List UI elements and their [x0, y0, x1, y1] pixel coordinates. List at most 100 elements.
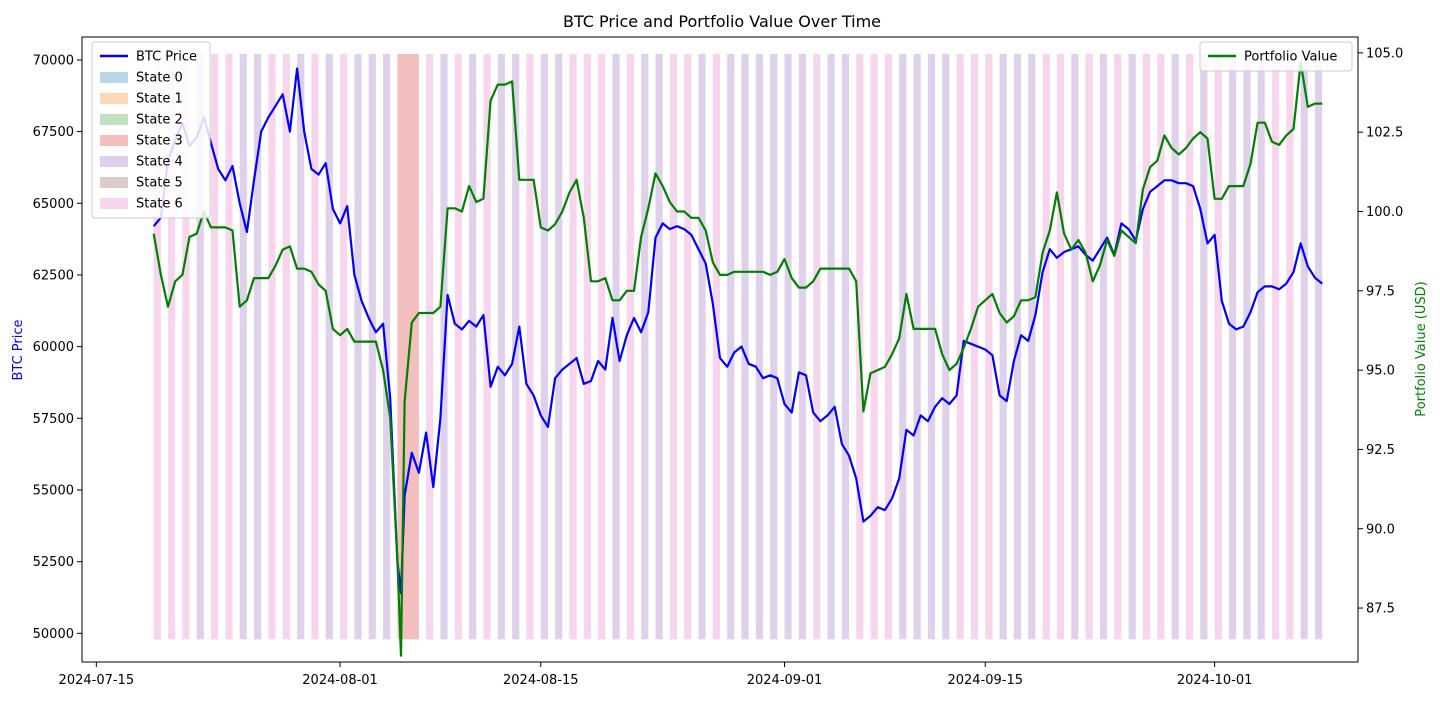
- state-band: [426, 53, 434, 640]
- state-band: [583, 53, 591, 640]
- legend-swatch: [100, 114, 128, 125]
- state-band: [1286, 53, 1294, 640]
- state-band: [827, 53, 835, 640]
- state-band: [598, 53, 606, 640]
- legend-label: State 3: [136, 134, 183, 149]
- state-band: [913, 53, 921, 640]
- state-band: [1157, 53, 1165, 640]
- state-band: [383, 53, 391, 640]
- chart-title: BTC Price and Portfolio Value Over Time: [563, 12, 881, 31]
- state-band: [1314, 53, 1323, 640]
- state-band: [239, 53, 247, 640]
- y-tick-label-right: 90.0: [1366, 522, 1395, 537]
- y-tick-label-left: 60000: [33, 340, 74, 355]
- legend-left: BTC Price State 0 State 1 State 2 State 3 Sta…: [91, 41, 211, 219]
- state-band: [211, 53, 219, 640]
- legend-swatch: [100, 72, 128, 83]
- y-tick-label-left: 65000: [33, 197, 74, 212]
- legend-swatch: [100, 177, 128, 188]
- state-band: [798, 53, 807, 640]
- legend-box: [91, 41, 211, 219]
- state-band: [741, 53, 749, 640]
- y-tick-label-right: 87.5: [1366, 602, 1395, 617]
- axes: 2024-07-15 2024-08-01 2024-08-15 2024-09-01…: [33, 46, 1404, 688]
- x-tick-label: 2024-07-15: [59, 673, 135, 688]
- y-tick-label-left: 67500: [33, 125, 74, 140]
- state-band: [1300, 53, 1308, 640]
- state-band: [927, 53, 936, 640]
- state-band: [1056, 53, 1065, 640]
- state-band: [942, 53, 950, 640]
- legend-label: BTC Price: [136, 50, 197, 65]
- legend-swatch: [100, 198, 128, 209]
- state-band: [182, 53, 190, 640]
- y-tick-label-right: 95.0: [1366, 364, 1395, 379]
- legend-swatch: [100, 93, 128, 104]
- plot-frame: [81, 36, 1359, 663]
- state-band: [1271, 53, 1280, 640]
- state-band: [1185, 53, 1194, 640]
- state-band: [684, 53, 692, 640]
- state-band: [526, 53, 534, 640]
- legend-label: State 1: [136, 92, 183, 107]
- state-band: [698, 53, 706, 640]
- state-band: [784, 53, 792, 640]
- state-band: [727, 53, 735, 640]
- state-band: [612, 53, 620, 640]
- y-tick-label-left: 50000: [33, 627, 74, 642]
- state-band: [311, 53, 319, 640]
- state-band: [899, 53, 907, 640]
- portfolio-value-line: [152, 61, 1323, 657]
- state-band: [712, 53, 720, 640]
- btc-price-line: [152, 67, 1323, 595]
- y-axis-label-right: Portfolio Value (USD): [1414, 281, 1429, 416]
- state-band: [168, 53, 176, 640]
- state-band: [770, 53, 778, 640]
- state-band: [870, 53, 878, 640]
- legend-label: Portfolio Value: [1244, 50, 1337, 65]
- x-tick-label: 2024-09-01: [747, 673, 823, 688]
- state-band: [884, 53, 893, 640]
- state-band: [469, 53, 477, 640]
- state-band: [196, 53, 204, 640]
- y-tick-label-right: 102.5: [1366, 126, 1403, 141]
- legend-swatch: [100, 135, 128, 146]
- legend-label: State 4: [136, 155, 183, 170]
- state-band: [1099, 53, 1108, 640]
- state-band: [325, 53, 333, 640]
- state-band: [1028, 53, 1036, 640]
- state-band: [1171, 53, 1179, 640]
- state-band: [569, 53, 577, 640]
- state-band: [956, 53, 964, 640]
- state-band: [540, 53, 548, 640]
- legend-label: State 5: [136, 176, 183, 191]
- state-band: [970, 53, 979, 640]
- y-tick-label-left: 62500: [33, 268, 74, 283]
- legend-label: State 6: [136, 197, 183, 212]
- state-band: [354, 53, 362, 640]
- y-tick-label-left: 55000: [33, 483, 74, 498]
- state-band: [1128, 53, 1136, 640]
- x-tick-label: 2024-10-01: [1177, 673, 1253, 688]
- state-band: [985, 53, 993, 640]
- state-band: [655, 53, 663, 640]
- state-band: [1243, 53, 1251, 640]
- y-tick-label-right: 105.0: [1366, 46, 1403, 61]
- state-band: [669, 53, 677, 640]
- legend-label: State 0: [136, 71, 183, 86]
- state-band: [1085, 53, 1093, 640]
- y-axis-label-left: BTC Price: [11, 319, 26, 380]
- state-band: [813, 53, 821, 640]
- state-band: [1228, 53, 1237, 640]
- state-band: [999, 53, 1007, 640]
- state-band: [1042, 53, 1050, 640]
- legends: BTC Price State 0 State 1 State 2 State 3 Sta…: [91, 41, 1353, 219]
- y-tick-label-left: 70000: [33, 53, 74, 68]
- y-tick-label-left: 57500: [33, 412, 74, 427]
- state-band: [497, 53, 505, 640]
- legend-swatch: [100, 156, 128, 167]
- state-band: [1200, 53, 1208, 640]
- legend-box: [1199, 41, 1353, 72]
